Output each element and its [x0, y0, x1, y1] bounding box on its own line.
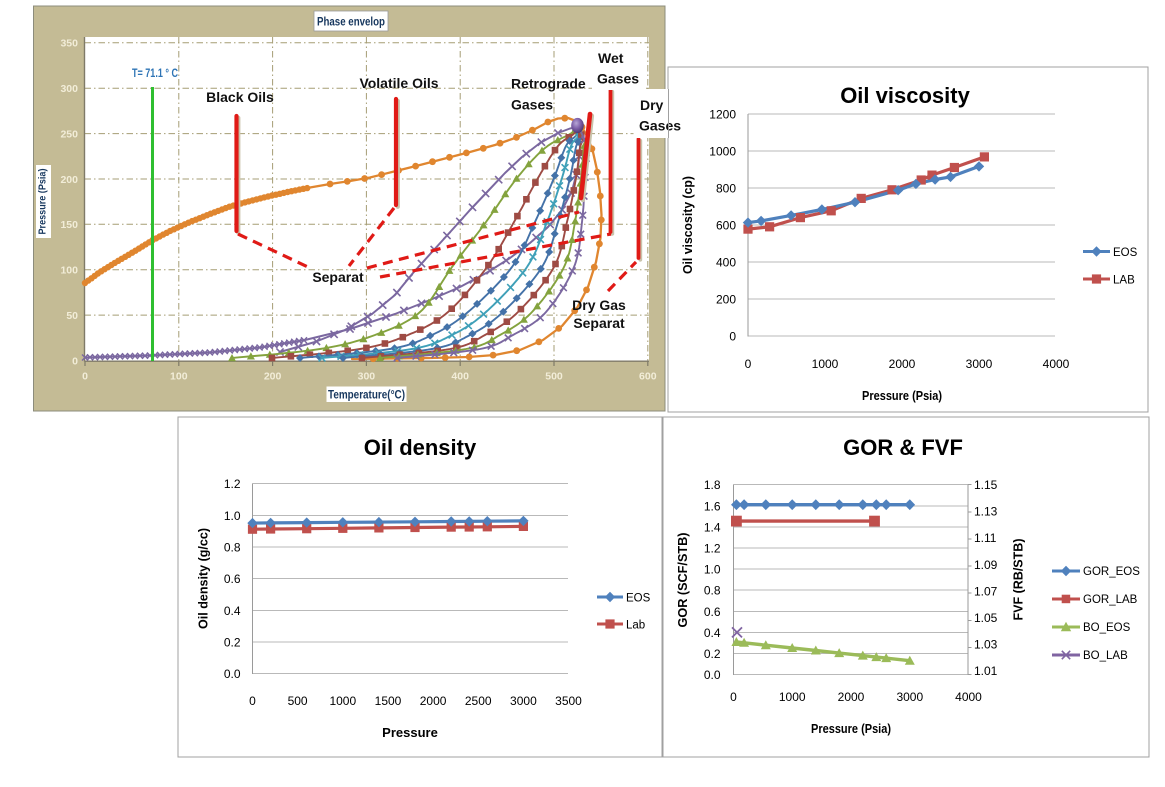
- svg-text:Pressure (Psia): Pressure (Psia): [862, 388, 942, 403]
- svg-text:300: 300: [60, 83, 78, 95]
- svg-text:500: 500: [288, 694, 308, 708]
- svg-text:0.8: 0.8: [224, 541, 241, 555]
- svg-text:Volatile Oils: Volatile Oils: [359, 75, 438, 91]
- svg-text:Retrograde: Retrograde: [511, 76, 586, 92]
- svg-text:0: 0: [745, 357, 752, 371]
- svg-text:200: 200: [716, 293, 736, 307]
- svg-text:1200: 1200: [709, 108, 736, 122]
- svg-text:0.6: 0.6: [704, 605, 721, 619]
- svg-text:Oil density: Oil density: [364, 435, 477, 460]
- svg-text:FVF (RB/STB): FVF (RB/STB): [1011, 539, 1026, 621]
- svg-text:GOR_EOS: GOR_EOS: [1083, 566, 1140, 578]
- svg-text:1.4: 1.4: [704, 520, 721, 534]
- svg-text:2000: 2000: [838, 690, 865, 704]
- svg-text:0: 0: [729, 330, 736, 344]
- svg-text:3000: 3000: [510, 694, 537, 708]
- svg-text:Black Oils: Black Oils: [206, 89, 274, 105]
- svg-text:GOR & FVF: GOR & FVF: [843, 435, 963, 460]
- svg-text:1.11: 1.11: [974, 531, 997, 545]
- svg-text:1.01: 1.01: [974, 664, 998, 678]
- svg-text:2000: 2000: [889, 357, 916, 371]
- svg-text:50: 50: [66, 310, 78, 322]
- svg-text:Gases: Gases: [597, 71, 639, 87]
- svg-text:500: 500: [545, 371, 563, 383]
- svg-text:1.0: 1.0: [224, 509, 241, 523]
- svg-text:BO_EOS: BO_EOS: [1083, 622, 1131, 634]
- svg-text:Pressure (Psia): Pressure (Psia): [37, 169, 49, 235]
- svg-text:3500: 3500: [555, 694, 582, 708]
- svg-text:T= 71.1 ° C: T= 71.1 ° C: [132, 68, 178, 80]
- svg-text:Oil viscosity (cp): Oil viscosity (cp): [680, 176, 695, 274]
- svg-text:1.09: 1.09: [974, 558, 998, 572]
- svg-text:100: 100: [60, 265, 78, 277]
- svg-text:3000: 3000: [896, 690, 923, 704]
- svg-text:1.13: 1.13: [974, 505, 998, 519]
- svg-text:EOS: EOS: [1113, 247, 1138, 259]
- svg-text:350: 350: [60, 38, 78, 50]
- svg-text:250: 250: [60, 128, 78, 140]
- svg-text:600: 600: [716, 219, 736, 233]
- svg-text:1000: 1000: [709, 145, 736, 159]
- svg-text:4000: 4000: [955, 690, 982, 704]
- svg-text:1.05: 1.05: [974, 611, 998, 625]
- svg-text:0.2: 0.2: [704, 647, 721, 661]
- svg-text:4000: 4000: [1043, 357, 1070, 371]
- svg-text:1.15: 1.15: [974, 478, 998, 492]
- svg-text:200: 200: [60, 174, 78, 186]
- svg-text:Lab: Lab: [626, 620, 645, 632]
- svg-text:Phase envelop: Phase envelop: [317, 17, 385, 29]
- svg-text:1.6: 1.6: [704, 499, 721, 513]
- svg-text:0: 0: [72, 355, 78, 367]
- svg-text:Wet: Wet: [598, 50, 624, 66]
- svg-text:0: 0: [730, 690, 737, 704]
- svg-text:EOS: EOS: [626, 593, 651, 605]
- svg-text:0.4: 0.4: [704, 626, 721, 640]
- svg-text:Pressure: Pressure: [382, 725, 438, 740]
- svg-text:0.8: 0.8: [704, 584, 721, 598]
- svg-text:1000: 1000: [812, 357, 839, 371]
- svg-text:3000: 3000: [966, 357, 993, 371]
- svg-text:0.4: 0.4: [224, 604, 241, 618]
- svg-text:1.0: 1.0: [704, 563, 721, 577]
- svg-text:2000: 2000: [420, 694, 447, 708]
- svg-text:LAB: LAB: [1113, 275, 1135, 287]
- svg-text:0.0: 0.0: [224, 667, 241, 681]
- svg-text:Separat: Separat: [312, 269, 364, 285]
- svg-text:Gases: Gases: [511, 97, 553, 113]
- svg-text:150: 150: [60, 219, 78, 231]
- svg-text:0.6: 0.6: [224, 572, 241, 586]
- svg-text:Gases: Gases: [639, 118, 681, 134]
- svg-text:600: 600: [639, 371, 657, 383]
- svg-text:200: 200: [264, 371, 282, 383]
- svg-text:800: 800: [716, 182, 736, 196]
- svg-text:1.07: 1.07: [974, 584, 998, 598]
- svg-text:Oil density (g/cc): Oil density (g/cc): [196, 528, 211, 629]
- svg-text:0: 0: [82, 371, 88, 383]
- svg-text:BO_LAB: BO_LAB: [1083, 650, 1128, 662]
- svg-text:1.03: 1.03: [974, 637, 998, 651]
- svg-text:GOR_LAB: GOR_LAB: [1083, 594, 1138, 606]
- svg-text:400: 400: [716, 256, 736, 270]
- svg-text:0: 0: [249, 694, 256, 708]
- svg-text:1500: 1500: [375, 694, 402, 708]
- svg-text:0.0: 0.0: [704, 668, 721, 682]
- svg-text:1.8: 1.8: [704, 478, 721, 492]
- svg-text:300: 300: [358, 371, 376, 383]
- svg-text:1000: 1000: [779, 690, 806, 704]
- svg-text:100: 100: [170, 371, 188, 383]
- svg-text:400: 400: [451, 371, 469, 383]
- svg-text:1.2: 1.2: [224, 477, 241, 491]
- svg-text:GOR (SCF/STB): GOR (SCF/STB): [675, 533, 690, 628]
- svg-text:Pressure (Psia): Pressure (Psia): [811, 721, 891, 736]
- svg-text:Dry Gas: Dry Gas: [572, 297, 626, 313]
- svg-text:2500: 2500: [465, 694, 492, 708]
- svg-text:Oil viscosity: Oil viscosity: [840, 83, 970, 108]
- svg-text:Temperature(°C): Temperature(°C): [328, 388, 405, 402]
- svg-text:1000: 1000: [329, 694, 356, 708]
- svg-text:1.2: 1.2: [704, 542, 721, 556]
- svg-text:Dry: Dry: [640, 97, 664, 113]
- svg-text:0.2: 0.2: [224, 636, 241, 650]
- svg-text:Separat: Separat: [573, 315, 625, 331]
